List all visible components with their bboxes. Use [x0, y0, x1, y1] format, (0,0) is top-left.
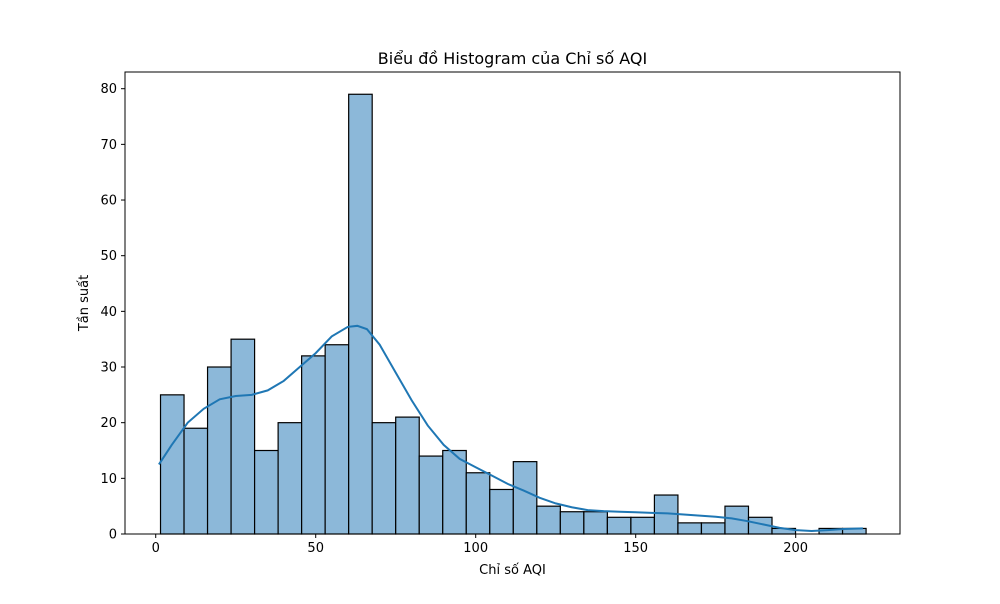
histogram-bar-17	[559, 511, 585, 535]
x-tick-label: 0	[152, 541, 160, 556]
y-tick-label: 20	[100, 416, 117, 431]
histogram-bar-4	[253, 449, 279, 535]
y-tick-label: 80	[100, 82, 117, 97]
histogram-bar-0	[159, 394, 185, 535]
histogram-bar-23	[700, 522, 726, 535]
histogram-bar-8	[348, 93, 373, 535]
y-tick-label: 70	[100, 138, 117, 153]
histogram-bar-10	[395, 416, 420, 535]
histogram-bar-16	[536, 505, 561, 535]
histogram-bar-11	[418, 455, 444, 535]
x-axis-label: Chỉ số AQI	[479, 563, 546, 578]
histogram-bar-22	[677, 522, 703, 535]
histogram-bar-14	[489, 488, 514, 535]
chart-title: Biểu đồ Histogram của Chỉ số AQI	[378, 49, 647, 68]
kde-curve	[158, 324, 863, 532]
histogram-bar-7	[324, 344, 350, 535]
y-tick-label: 0	[109, 528, 117, 543]
x-axis-ticks: 0 50 100 150 200	[152, 534, 808, 556]
plot-area-frame	[124, 71, 901, 535]
histogram-bar-9	[371, 422, 397, 535]
histogram-bar-13	[465, 472, 491, 535]
histogram-bar-2	[206, 366, 232, 535]
histogram-bar-18	[583, 511, 608, 535]
histogram-bar-6	[301, 355, 326, 535]
histogram-bar-12	[442, 449, 467, 535]
y-tick-label: 50	[100, 249, 117, 264]
x-tick-label: 200	[783, 541, 808, 556]
histogram-bars	[159, 93, 867, 535]
y-tick-label: 30	[100, 361, 117, 376]
x-tick-label: 50	[307, 541, 324, 556]
y-axis-ticks: 0 10 20 30 40 50 60 70 80	[100, 82, 125, 543]
histogram-bar-19	[606, 516, 632, 535]
histogram-bar-5	[277, 422, 303, 535]
histogram-bar-3	[230, 338, 256, 535]
kde-layer	[158, 324, 863, 532]
y-tick-label: 60	[100, 194, 117, 209]
y-tick-label: 40	[100, 305, 117, 320]
histogram-bar-1	[183, 427, 209, 535]
x-tick-label: 100	[463, 541, 488, 556]
y-tick-label: 10	[100, 472, 117, 487]
y-axis-label: Tần suất	[77, 275, 92, 332]
x-tick-label: 150	[623, 541, 648, 556]
histogram-bar-20	[630, 516, 656, 535]
histogram-bar-15	[512, 461, 538, 535]
